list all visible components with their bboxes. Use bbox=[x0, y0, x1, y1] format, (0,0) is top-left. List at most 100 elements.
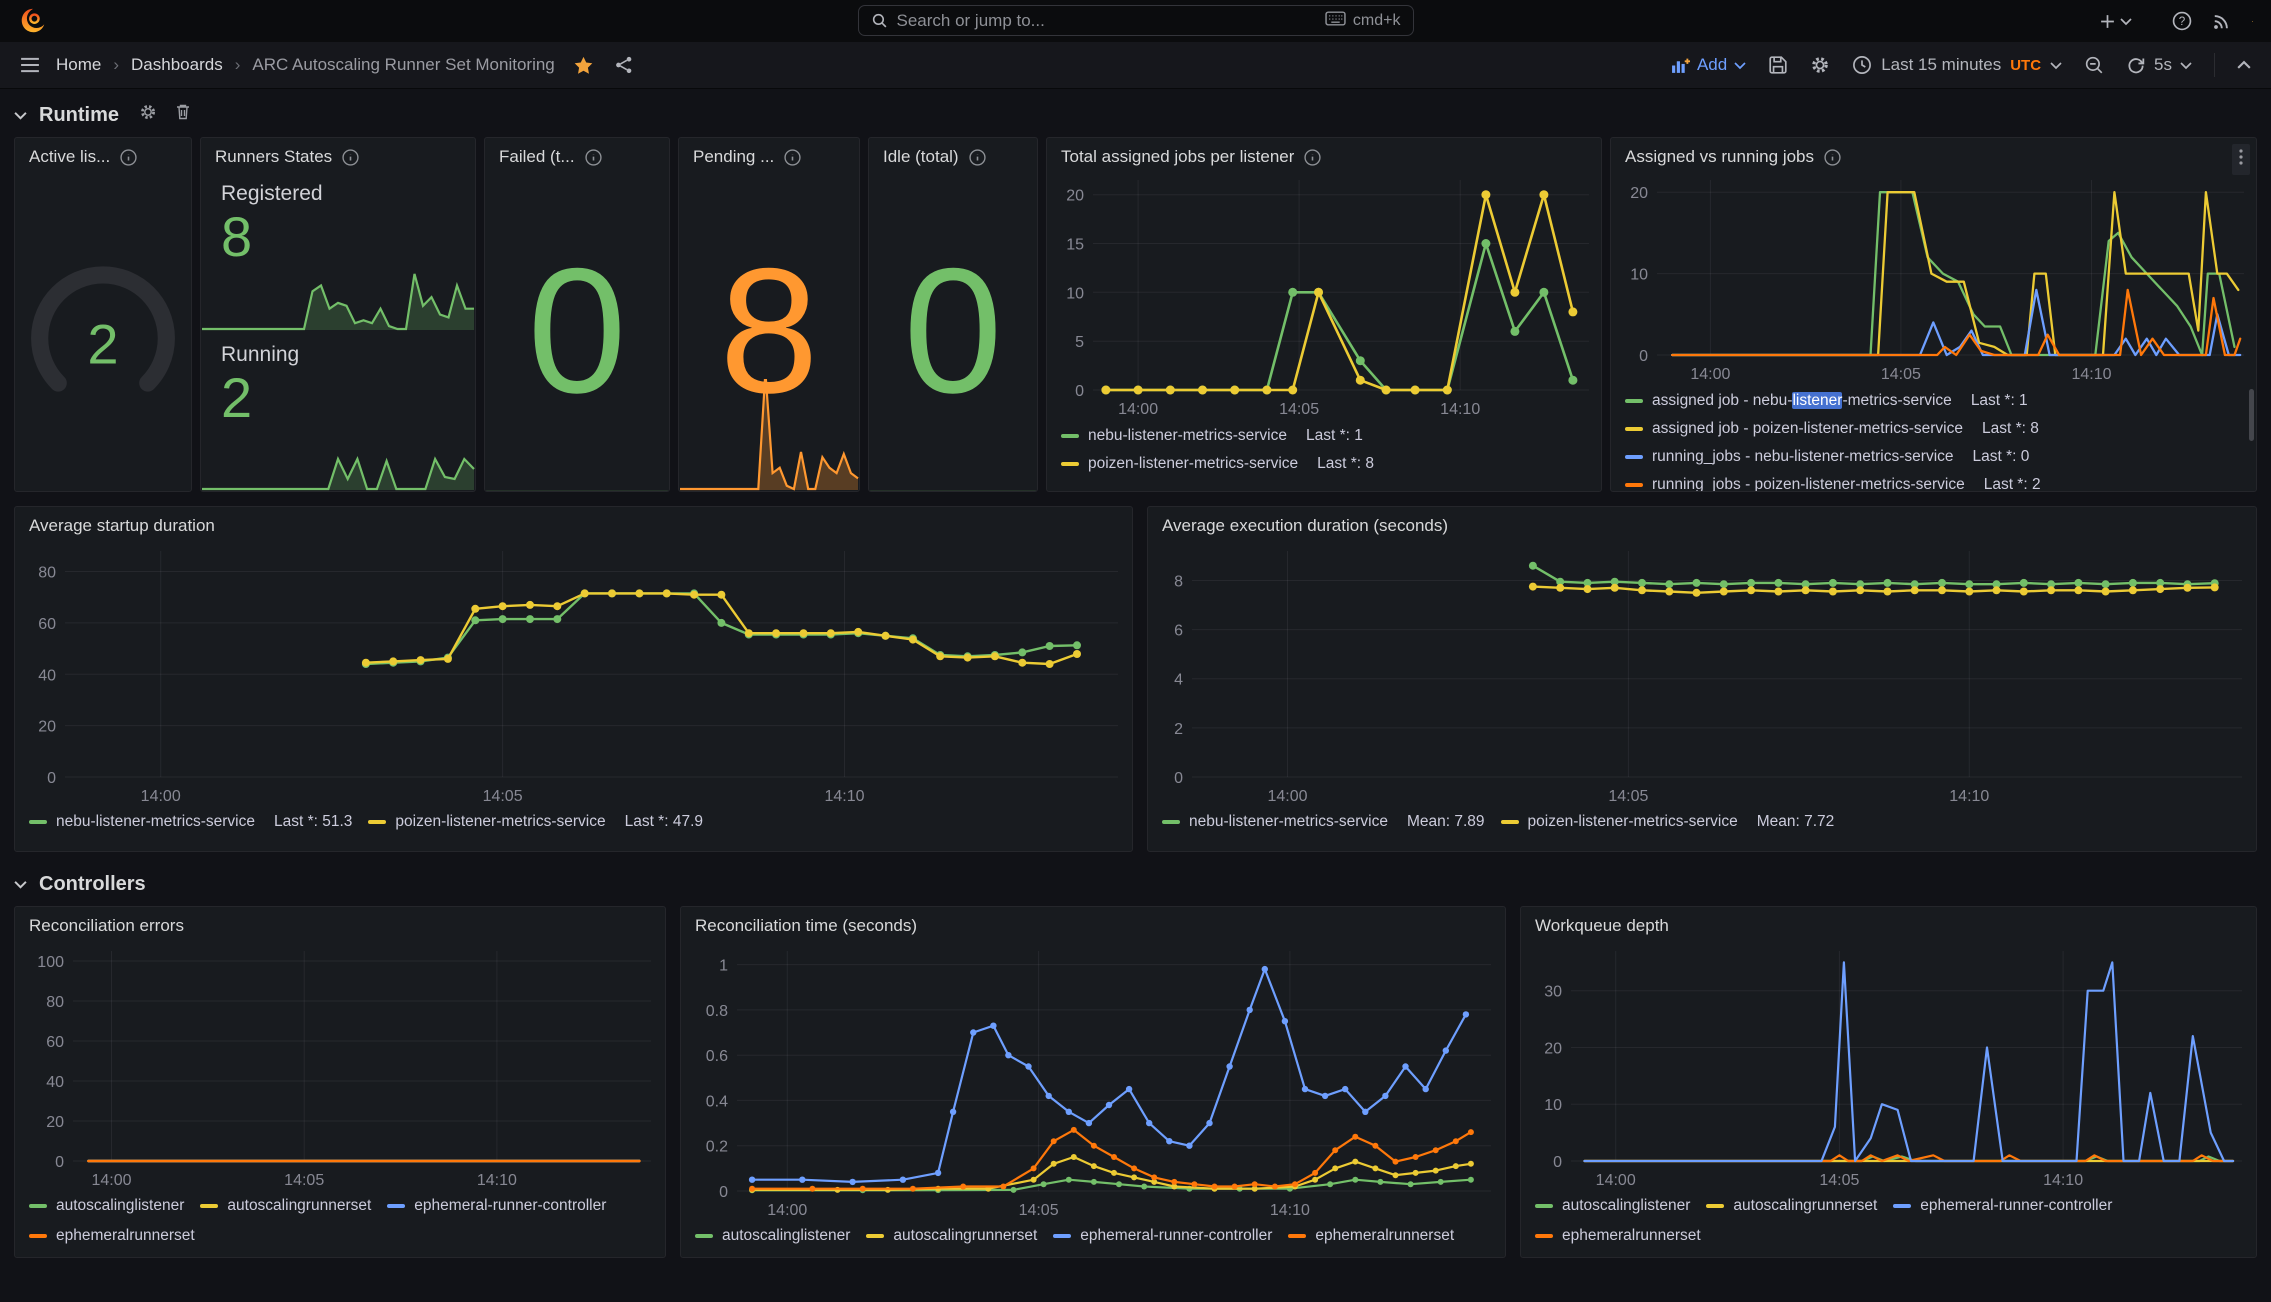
reconciliation-time-chart[interactable]: 14:00 14:05 14:10 0 0.2 0.4 0.6 0.8 1 bbox=[681, 939, 1505, 1221]
legend: nebu-listener-metrics-service Last *: 51.… bbox=[15, 807, 1132, 851]
legend-label: ephemeral-runner-controller bbox=[1080, 1227, 1273, 1244]
info-icon[interactable] bbox=[120, 148, 137, 166]
legend-label: ephemeralrunnerset bbox=[1315, 1227, 1455, 1244]
svg-text:0: 0 bbox=[1075, 383, 1084, 400]
dashboard-content: Runtime Active lis... 2 bbox=[0, 89, 2271, 1258]
share-icon[interactable] bbox=[614, 55, 634, 75]
legend-item[interactable]: running_jobs - nebu-listener-metrics-ser… bbox=[1625, 443, 2246, 471]
breadcrumb-home[interactable]: Home bbox=[56, 55, 102, 74]
legend-item[interactable]: ephemeralrunnerset bbox=[1535, 1223, 1701, 1249]
legend-item[interactable]: running_jobs - poizen-listener-metrics-s… bbox=[1625, 471, 2246, 491]
section-controllers[interactable]: Controllers bbox=[14, 866, 2257, 902]
svg-text:5: 5 bbox=[1075, 334, 1084, 351]
legend-item[interactable]: ephemeralrunnerset bbox=[1288, 1223, 1454, 1249]
help-icon[interactable]: ? bbox=[2172, 11, 2192, 31]
stat-running: Running 2 bbox=[201, 331, 475, 492]
legend-item[interactable]: nebu-listener-metrics-service Last *: 51.… bbox=[29, 809, 352, 835]
panel-total-assigned-jobs: Total assigned jobs per listener 14:00 14… bbox=[1046, 137, 1602, 492]
breadcrumb-current: ARC Autoscaling Runner Set Monitoring bbox=[252, 55, 555, 74]
panel-title[interactable]: Reconciliation time (seconds) bbox=[695, 916, 918, 935]
legend-item[interactable]: poizen-listener-metrics-service Mean: 7.7… bbox=[1500, 809, 1834, 835]
save-dashboard-icon[interactable] bbox=[1768, 55, 1788, 75]
search-input[interactable]: Search or jump to... cmd+k bbox=[857, 5, 1414, 36]
breadcrumb-dashboards[interactable]: Dashboards bbox=[131, 55, 223, 74]
legend-label: autoscalingrunnerset bbox=[893, 1227, 1038, 1244]
panel-title[interactable]: Assigned vs running jobs bbox=[1625, 147, 1815, 166]
svg-text:14:00: 14:00 bbox=[1118, 401, 1158, 418]
dashboard-settings-icon[interactable] bbox=[1810, 55, 1830, 75]
legend-item[interactable]: nebu-listener-metrics-service Mean: 7.89 bbox=[1162, 809, 1485, 835]
panel-idle: Idle (total) 0 bbox=[868, 137, 1038, 492]
panel-title[interactable]: Runners States bbox=[215, 147, 333, 166]
legend-item[interactable]: autoscalingrunnerset bbox=[1706, 1193, 1877, 1219]
info-icon[interactable] bbox=[584, 148, 602, 166]
dashboard-controls: Add Last 15 minutes UTC 5s bbox=[1671, 53, 2251, 77]
legend-item[interactable]: autoscalingrunnerset bbox=[200, 1193, 371, 1219]
add-panel-button[interactable]: Add bbox=[1671, 55, 1746, 75]
legend-label: ephemeral-runner-controller bbox=[414, 1197, 607, 1214]
legend-item[interactable]: autoscalinglistener bbox=[695, 1223, 850, 1249]
legend-item[interactable]: ephemeral-runner-controller bbox=[387, 1193, 606, 1219]
legend-item[interactable]: poizen-listener-metrics-service Last *: 4… bbox=[368, 809, 703, 835]
panel-title[interactable]: Failed (t... bbox=[499, 147, 575, 166]
panel-title[interactable]: Workqueue depth bbox=[1535, 916, 1669, 935]
section-runtime[interactable]: Runtime bbox=[14, 97, 2257, 133]
panel-title[interactable]: Active lis... bbox=[29, 147, 111, 166]
new-button[interactable] bbox=[2099, 13, 2132, 30]
zoom-out-icon[interactable] bbox=[2084, 55, 2104, 75]
panel-title[interactable]: Average execution duration (seconds) bbox=[1162, 516, 1449, 535]
info-icon[interactable] bbox=[1824, 148, 1841, 166]
collapse-chrome-icon[interactable] bbox=[2237, 60, 2251, 70]
time-range-picker[interactable]: Last 15 minutes UTC bbox=[1852, 55, 2062, 75]
info-icon[interactable] bbox=[1304, 148, 1322, 166]
svg-text:20: 20 bbox=[46, 1114, 64, 1131]
legend-label: autoscalingrunnerset bbox=[1733, 1197, 1878, 1214]
legend-item[interactable]: ephemeral-runner-controller bbox=[1053, 1223, 1272, 1249]
grafana-logo[interactable] bbox=[18, 6, 48, 36]
legend-scrollbar[interactable] bbox=[2249, 389, 2254, 441]
svg-text:100: 100 bbox=[37, 954, 64, 971]
svg-text:14:05: 14:05 bbox=[1608, 788, 1648, 805]
panel-title[interactable]: Idle (total) bbox=[883, 147, 959, 166]
info-icon[interactable] bbox=[784, 148, 801, 166]
row-delete-icon[interactable] bbox=[175, 103, 191, 127]
legend-item[interactable]: ephemeral-runner-controller bbox=[1893, 1193, 2112, 1219]
legend-item[interactable]: autoscalinglistener bbox=[1535, 1193, 1690, 1219]
legend-item[interactable]: poizen-listener-metrics-service Last *: 8 bbox=[1061, 450, 1591, 478]
panel-title[interactable]: Pending ... bbox=[693, 147, 775, 166]
row-settings-icon[interactable] bbox=[139, 103, 157, 127]
svg-text:20: 20 bbox=[38, 719, 56, 736]
reconciliation-errors-chart[interactable]: 14:00 14:05 14:10 0 20 40 60 80 100 bbox=[15, 939, 665, 1191]
panel-title[interactable]: Reconciliation errors bbox=[29, 916, 184, 935]
panel-title[interactable]: Total assigned jobs per listener bbox=[1061, 147, 1295, 166]
execution-duration-chart[interactable]: 14:00 14:05 14:10 0 2 4 6 8 bbox=[1148, 539, 2256, 807]
workqueue-depth-chart[interactable]: 14:00 14:05 14:10 0 10 20 30 bbox=[1521, 939, 2256, 1191]
legend-item[interactable]: assigned job - poizen-listener-metrics-s… bbox=[1625, 415, 2246, 443]
info-icon[interactable] bbox=[342, 148, 359, 166]
legend-item[interactable]: autoscalinglistener bbox=[29, 1193, 184, 1219]
assigned-vs-running-chart[interactable]: 14:00 14:05 14:10 0 10 20 bbox=[1611, 170, 2256, 385]
info-icon[interactable] bbox=[968, 148, 986, 166]
legend-swatch bbox=[866, 1233, 885, 1239]
favorite-star-icon[interactable] bbox=[573, 55, 594, 76]
total-assigned-chart[interactable]: 14:00 14:05 14:10 0 5 10 15 20 bbox=[1047, 170, 1601, 420]
mega-menu-icon[interactable] bbox=[20, 57, 40, 73]
panel-title[interactable]: Average startup duration bbox=[29, 516, 215, 535]
breadcrumb-separator bbox=[113, 55, 119, 75]
startup-duration-chart[interactable]: 14:00 14:05 14:10 0 20 40 60 80 bbox=[15, 539, 1132, 807]
news-rss-icon[interactable] bbox=[2212, 11, 2232, 31]
keyboard-icon bbox=[1325, 10, 1346, 31]
legend-item[interactable]: assigned job - nebu-listener-metrics-ser… bbox=[1625, 387, 2246, 415]
legend-item[interactable]: ephemeralrunnerset bbox=[29, 1223, 195, 1249]
legend-swatch bbox=[1061, 461, 1079, 467]
legend-swatch bbox=[29, 819, 47, 825]
legend-label: running_jobs - poizen-listener-metrics-s… bbox=[1652, 476, 1965, 491]
legend-swatch bbox=[1500, 819, 1519, 825]
refresh-picker[interactable]: 5s bbox=[2126, 55, 2192, 75]
legend-item[interactable]: nebu-listener-metrics-service Last *: 1 bbox=[1061, 422, 1591, 450]
panel-menu-icon[interactable] bbox=[2232, 144, 2250, 175]
legend-item[interactable]: autoscalingrunnerset bbox=[866, 1223, 1037, 1249]
topbar-actions: ? bbox=[2099, 9, 2253, 33]
user-avatar[interactable] bbox=[2252, 20, 2253, 22]
legend-label: nebu-listener-metrics-service bbox=[1088, 427, 1287, 444]
